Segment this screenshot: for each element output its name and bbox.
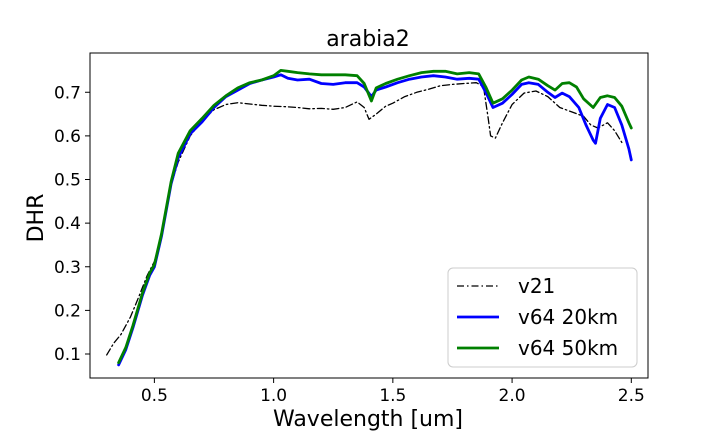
y-axis-label: DHR	[24, 194, 49, 243]
x-axis-label: Wavelength [um]	[273, 407, 463, 432]
axes-frame	[89, 52, 649, 379]
x-tick-label: 2.5	[618, 386, 645, 406]
series-line-2	[117, 73, 633, 367]
legend: v21 v64 20km v64 50km	[447, 267, 638, 368]
legend-box	[447, 267, 638, 368]
y-tick-label: 0.6	[54, 127, 81, 147]
y-ticks: 0.1 0.2 0.3 0.4 0.5 0.6 0.7	[54, 83, 90, 365]
chart-title: arabia2	[326, 27, 410, 52]
x-tick-label: 2.0	[499, 386, 526, 406]
plot-area: 0.5 1.0 1.5 2.0 2.5 0.1 0.2 0.3 0.4 0.5 0.6 0.7	[54, 52, 649, 406]
x-tick-label: 1.0	[260, 386, 287, 406]
series-line-3	[117, 69, 633, 365]
y-tick-label: 0.5	[54, 171, 81, 191]
x-tick-label: 0.5	[141, 386, 168, 406]
y-tick-label: 0.7	[54, 83, 81, 103]
y-tick-label: 0.3	[54, 258, 81, 278]
y-tick-label: 0.2	[54, 301, 81, 321]
y-tick-label: 0.4	[54, 214, 81, 234]
legend-entries: v21 v64 20km v64 50km	[457, 274, 618, 360]
x-tick-label: 1.5	[379, 386, 406, 406]
legend-label: v64 50km	[518, 336, 618, 360]
y-tick-label: 0.1	[54, 345, 81, 365]
legend-label: v64 20km	[518, 305, 618, 329]
legend-label: v21	[518, 274, 555, 298]
series-layer	[106, 69, 633, 367]
x-ticks: 0.5 1.0 1.5 2.0 2.5	[141, 378, 645, 406]
